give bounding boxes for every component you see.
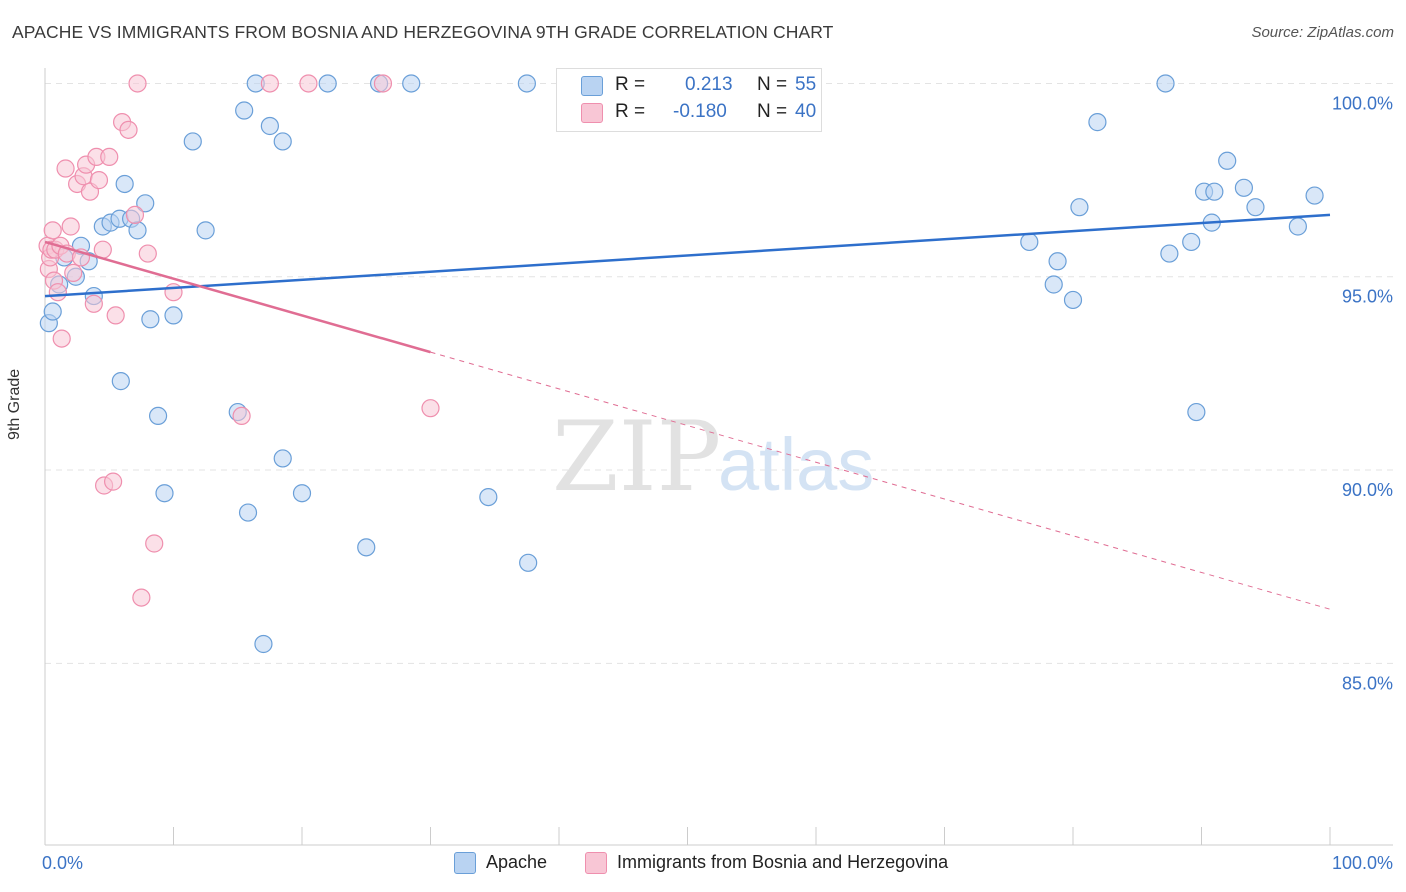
apache-point <box>141 310 160 329</box>
legend-apache-n: 55 <box>795 74 817 95</box>
bosnia-point <box>48 283 67 302</box>
y-axis-label: 9th Grade <box>6 368 23 440</box>
apache-point <box>1048 252 1067 271</box>
apache-legend-swatch <box>454 852 476 874</box>
bosnia-trend-line <box>44 240 431 354</box>
axes <box>44 68 1393 846</box>
apache-trend-line <box>44 213 1331 298</box>
apache-point <box>1205 182 1224 201</box>
apache-point <box>479 487 498 507</box>
apache-point <box>136 194 155 213</box>
watermark-atlas: atlas <box>718 423 874 506</box>
apache-point <box>273 449 292 468</box>
bosnia-point <box>132 588 151 607</box>
tick-labels: 85.0% 90.0% 95.0% 100.0% 0.0% 100.0% <box>42 93 1393 873</box>
grid-lines <box>45 82 1395 664</box>
data-points <box>38 74 1324 654</box>
apache-point <box>357 538 376 557</box>
legend-bosnia-n: 40 <box>795 101 817 122</box>
apache-point <box>1234 178 1254 197</box>
bosnia-point <box>61 217 80 236</box>
apache-point <box>402 74 421 93</box>
apache-point <box>260 116 279 136</box>
apache-point <box>183 132 202 151</box>
apache-point <box>318 74 337 93</box>
apache-point <box>273 132 292 151</box>
apache-point <box>164 306 183 325</box>
bosnia-point <box>119 120 138 139</box>
y-tick-label: 95.0% <box>1342 287 1393 307</box>
source-label: Source: ZipAtlas.com <box>1251 24 1394 41</box>
apache-point <box>196 221 215 240</box>
apache-point <box>115 174 134 194</box>
trend-lines <box>44 213 1331 610</box>
bosnia-point <box>43 221 62 240</box>
apache-point <box>1020 232 1039 252</box>
apache-point <box>1044 275 1063 294</box>
apache-point <box>1218 151 1237 170</box>
y-tick-label: 85.0% <box>1342 673 1393 693</box>
apache-point <box>235 101 254 120</box>
apache-point <box>43 302 62 321</box>
apache-point <box>519 553 538 572</box>
bosnia-legend-swatch <box>585 852 607 874</box>
bosnia-point <box>84 294 103 313</box>
apache-point <box>1088 113 1107 132</box>
apache-point <box>111 372 130 391</box>
apache-point <box>1288 217 1307 236</box>
x-tick-label: 100.0% <box>1332 853 1393 873</box>
bosnia-point <box>299 74 318 93</box>
apache-point <box>254 634 273 654</box>
legend-bosnia-r: -0.180 <box>673 101 727 122</box>
apache-point <box>517 74 536 93</box>
stats-legend: R = 0.213 N = 55 R = -0.180 N = 40 <box>556 68 822 132</box>
y-tick-label: 100.0% <box>1332 93 1393 113</box>
bosnia-point <box>106 306 125 325</box>
bosnia-point <box>232 406 251 426</box>
watermark-zip: ZIP <box>552 401 721 513</box>
bosnia-point <box>138 244 157 263</box>
bosnia-point <box>100 147 119 167</box>
bosnia-point <box>373 74 393 93</box>
apache-point <box>148 406 168 426</box>
apache-point <box>1182 232 1201 252</box>
apache-point <box>292 484 312 503</box>
legend-r-label: R = <box>615 74 646 95</box>
legend-bosnia-label: Immigrants from Bosnia and Herzegovina <box>617 852 949 872</box>
bosnia-point <box>125 205 145 224</box>
bosnia-point <box>421 399 440 418</box>
bosnia-point <box>104 472 123 491</box>
legend-apache-r: 0.213 <box>685 74 733 95</box>
bosnia-point <box>89 171 109 190</box>
apache-point <box>155 484 174 503</box>
bosnia-point <box>164 283 183 302</box>
legend-r-label: R = <box>615 101 646 122</box>
chart-title: APACHE VS IMMIGRANTS FROM BOSNIA AND HER… <box>12 22 834 42</box>
bosnia-swatch <box>581 103 603 123</box>
bosnia-point <box>52 329 71 348</box>
legend-apache-label: Apache <box>486 852 548 872</box>
apache-point <box>1246 198 1265 217</box>
apache-point <box>238 503 258 522</box>
bosnia-point <box>56 159 75 178</box>
bosnia-point <box>128 74 147 93</box>
apache-point <box>128 221 147 240</box>
apache-point <box>1305 186 1324 205</box>
watermark: ZIP atlas <box>552 401 874 513</box>
apache-point <box>1160 244 1179 263</box>
apache-point <box>1063 290 1083 310</box>
x-tick-label: 0.0% <box>42 853 83 873</box>
apache-point <box>1156 74 1175 93</box>
apache-swatch <box>581 76 603 96</box>
bosnia-point <box>145 534 164 553</box>
legend-n-label: N = <box>757 74 788 95</box>
legend-n-label: N = <box>757 101 788 122</box>
bosnia-point <box>260 74 279 93</box>
y-tick-label: 90.0% <box>1342 480 1393 500</box>
apache-point <box>1187 402 1206 422</box>
apache-point <box>1070 198 1089 217</box>
bosnia-point <box>64 263 83 282</box>
